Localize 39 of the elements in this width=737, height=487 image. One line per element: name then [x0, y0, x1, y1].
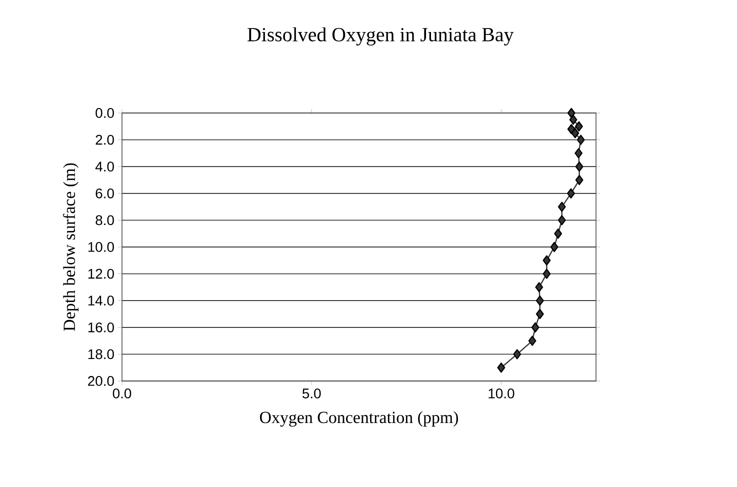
y-tick-label: 6.0 [96, 188, 114, 198]
point [542, 268, 551, 279]
x-tick-label: 10.0 [488, 388, 514, 398]
point [550, 242, 558, 252]
point [574, 148, 583, 158]
point [536, 308, 544, 320]
point [536, 296, 544, 306]
point [531, 322, 540, 332]
point [513, 349, 522, 360]
y-tick-label: 4.0 [95, 162, 114, 172]
point [575, 162, 584, 172]
x-axis-title: Oxygen Concentration (ppm) [260, 411, 458, 427]
point [558, 202, 566, 212]
point [567, 108, 576, 118]
point [575, 174, 584, 186]
y-tick-label: 8.0 [96, 215, 114, 226]
y-tick-label: 12.0 [88, 268, 114, 279]
y-tick-label: 0.0 [96, 108, 114, 118]
point [558, 215, 566, 226]
point [535, 282, 544, 292]
point [567, 188, 575, 198]
y-tick-label: 10.0 [88, 242, 114, 252]
y-tick-label: 16.0 [88, 322, 114, 332]
y-axis-title: Depth below surface (m) [62, 163, 78, 331]
point [554, 228, 562, 239]
point [571, 128, 580, 138]
y-tick-label: 20.0 [88, 376, 114, 386]
y-tick-label: 2.0 [96, 134, 114, 145]
chart-title: Dissolved Oxygen in Juniata Bay [248, 27, 514, 46]
x-tick-label: 0.0 [112, 388, 132, 398]
point [569, 114, 578, 125]
point [542, 255, 551, 266]
x-tick-label: 5.0 [302, 388, 321, 398]
point [497, 362, 506, 373]
y-tick-label: 18.0 [88, 349, 114, 360]
point [576, 134, 585, 145]
point [574, 121, 583, 132]
y-tick-label: 14.0 [88, 296, 114, 306]
point [528, 336, 536, 346]
